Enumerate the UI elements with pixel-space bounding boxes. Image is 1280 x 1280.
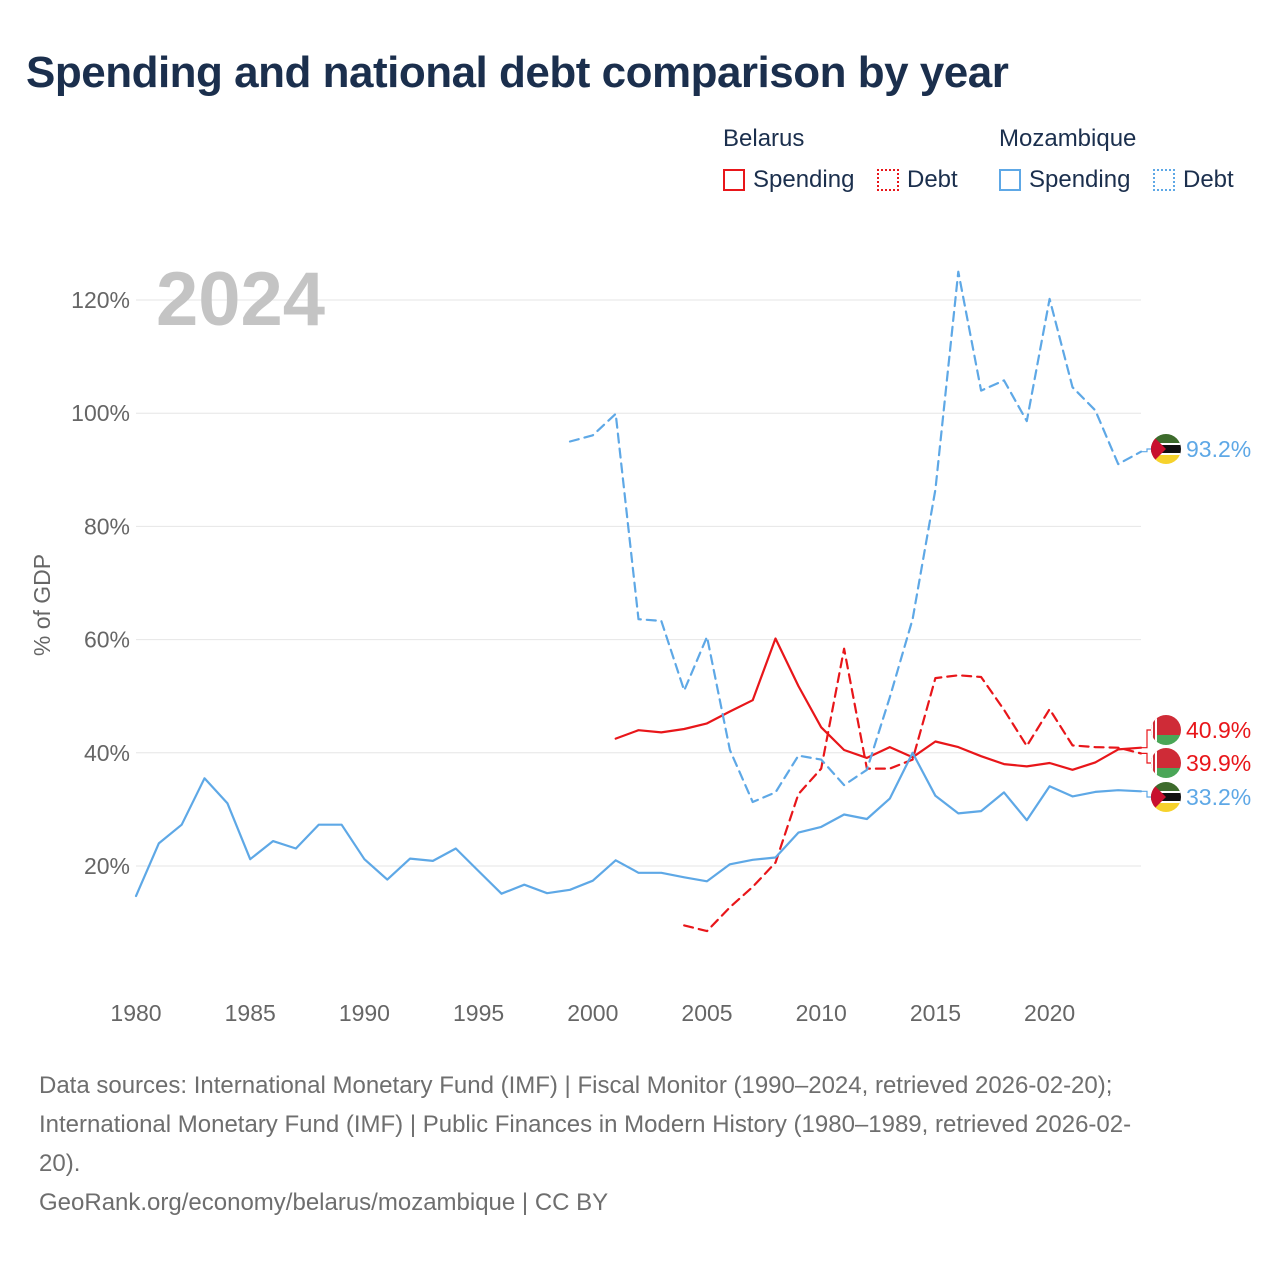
end-label-mozambique-spending: 33.2% <box>1186 784 1251 810</box>
label-connector <box>1141 448 1151 453</box>
x-tick-label: 1990 <box>339 1000 390 1026</box>
legend-item-mozambique-spending[interactable]: Spending <box>999 166 1130 194</box>
x-tick-label: 1980 <box>110 1000 161 1026</box>
legend-item-belarus-spending[interactable]: Spending <box>723 166 854 194</box>
y-tick-label: 60% <box>84 627 130 653</box>
x-tick-label: 2015 <box>910 1000 961 1026</box>
chart-title: Spending and national debt comparison by… <box>26 48 1009 97</box>
line-chart: 2024 % of GDP 20% 40% 60% 80% 100% 120% 1980 19… <box>29 257 1251 1026</box>
mozambique-flag-icon <box>1151 434 1181 464</box>
legend-item-mozambique-debt[interactable]: Debt <box>1153 166 1234 194</box>
dotted-line-swatch-icon <box>877 169 899 191</box>
y-axis-label: % of GDP <box>29 554 55 656</box>
mozambique-flag-icon <box>1151 782 1181 812</box>
source-credit-link[interactable]: GeoRank.org/economy/belarus/mozambique |… <box>39 1189 609 1216</box>
y-tick-label: 120% <box>71 287 130 313</box>
series-line-belarus-debt[interactable] <box>683 647 1143 933</box>
belarus-flag-icon <box>1151 715 1181 745</box>
x-tick-label: 1995 <box>453 1000 504 1026</box>
series-line-mozambique-spending[interactable] <box>134 751 1143 898</box>
end-label-belarus-debt: 39.9% <box>1186 750 1251 776</box>
legend-label: Debt <box>1183 166 1234 193</box>
x-tick-label: 2020 <box>1024 1000 1075 1026</box>
series-line-mozambique-debt[interactable] <box>568 270 1143 804</box>
solid-line-swatch-icon <box>723 169 745 191</box>
source-line: Data sources: International Monetary Fun… <box>39 1072 1113 1099</box>
series-line-belarus-spending[interactable] <box>614 637 1143 771</box>
legend-item-belarus-debt[interactable]: Debt <box>877 166 958 194</box>
source-line: 20). <box>39 1150 81 1177</box>
y-tick-label: 40% <box>84 740 130 766</box>
y-tick-label: 20% <box>84 853 130 879</box>
end-label-belarus-spending: 40.9% <box>1186 717 1251 743</box>
x-tick-label: 1985 <box>225 1000 276 1026</box>
y-tick-label: 100% <box>71 400 130 426</box>
source-line: International Monetary Fund (IMF) | Publ… <box>39 1111 1132 1138</box>
end-label-mozambique-debt: 93.2% <box>1186 436 1251 462</box>
label-connector <box>1141 790 1151 798</box>
legend-group-mozambique: Mozambique <box>999 125 1137 152</box>
dotted-line-swatch-icon <box>1153 169 1175 191</box>
legend-label: Spending <box>753 166 855 193</box>
belarus-flag-icon <box>1151 748 1181 778</box>
source-notes: Data sources: International Monetary Fun… <box>39 1066 1239 1222</box>
x-tick-label: 2005 <box>681 1000 732 1026</box>
year-label: 2024 <box>156 257 325 342</box>
label-connector <box>1141 752 1151 764</box>
label-connector <box>1141 729 1151 749</box>
x-tick-label: 2000 <box>567 1000 618 1026</box>
x-tick-label: 2010 <box>796 1000 847 1026</box>
legend-group-belarus: Belarus <box>723 125 805 152</box>
legend-label: Debt <box>907 166 958 193</box>
legend-label: Spending <box>1029 166 1131 193</box>
y-tick-label: 80% <box>84 513 130 539</box>
solid-line-swatch-icon <box>999 169 1021 191</box>
